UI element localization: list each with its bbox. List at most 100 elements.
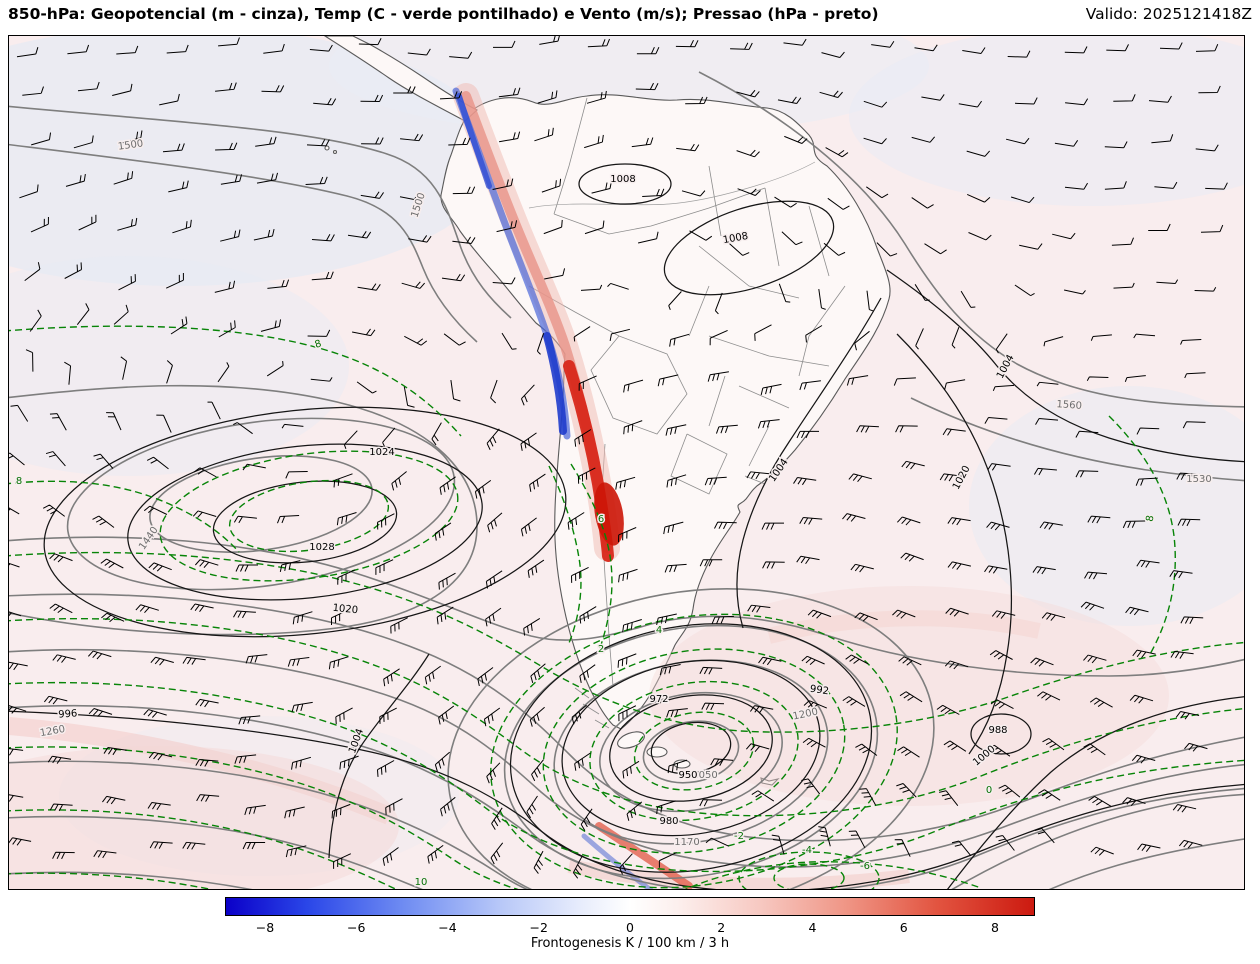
wind-barb <box>1135 477 1158 486</box>
contour-label: 1008 <box>610 174 635 185</box>
wind-barb <box>685 96 708 105</box>
map-frame: 1500 1500 1560 1530 1440 1260 1200 1170 1050 1008… <box>8 35 1245 890</box>
wind-barb <box>305 176 328 185</box>
wind-barb <box>783 38 807 46</box>
wind-barb <box>233 515 257 524</box>
colorbar-tick: 2 <box>717 920 726 935</box>
wind-barb <box>848 473 872 483</box>
wind-barb <box>607 282 629 290</box>
temperature-contour <box>9 617 1244 817</box>
wind-barb <box>799 380 821 391</box>
wind-barb <box>490 379 498 404</box>
wind-barb <box>609 328 631 342</box>
wind-barb <box>45 451 66 467</box>
wind-barb <box>492 178 514 190</box>
temperature-contour <box>1108 415 1176 657</box>
wind-barb <box>1136 559 1160 568</box>
wind-barb <box>333 473 353 488</box>
wind-barb <box>93 850 117 859</box>
wind-barb <box>714 521 737 530</box>
wind-barb <box>361 137 384 145</box>
wind-barb <box>383 668 400 687</box>
wind-barb <box>449 51 473 59</box>
wind-barb <box>49 603 73 614</box>
wind-barb <box>749 705 774 714</box>
wind-barb <box>233 610 256 619</box>
wind-barb <box>292 611 313 625</box>
wind-barb <box>120 356 128 380</box>
wind-barb <box>1125 606 1149 616</box>
wind-barb <box>1178 839 1203 849</box>
wind-barb <box>401 281 426 289</box>
wind-barb <box>1041 612 1066 621</box>
wind-barb <box>1032 566 1056 575</box>
wind-barb <box>951 840 972 857</box>
geopotential-contour <box>503 624 879 880</box>
wind-barb <box>746 471 770 480</box>
wind-barb <box>667 759 688 774</box>
wind-barb <box>235 564 258 572</box>
temperature-contour <box>228 479 390 553</box>
wind-barb <box>256 172 279 184</box>
cold-shading-patch <box>849 36 1244 206</box>
geopotential-contour <box>9 536 1244 677</box>
temperature-contour <box>633 711 755 791</box>
geopotential-contour <box>951 793 1244 889</box>
geopotential-contour <box>447 587 935 889</box>
colorbar-tick: 0 <box>625 920 634 935</box>
wind-barb <box>49 803 73 812</box>
contour-label: 980 <box>659 816 678 827</box>
wind-barb <box>1043 336 1064 347</box>
geopotential-contour <box>9 105 512 319</box>
wind-barb <box>162 143 185 153</box>
wind-barb <box>675 39 699 48</box>
wind-barb <box>962 47 986 54</box>
wind-barb <box>584 220 605 235</box>
wind-barb <box>407 48 431 56</box>
contour-label: 6 <box>598 514 604 525</box>
wind-barb <box>666 708 688 718</box>
wind-barb <box>207 401 221 420</box>
wind-barb <box>574 429 592 447</box>
wind-barb <box>307 329 331 337</box>
wind-barb <box>736 89 760 98</box>
wind-barb <box>65 174 86 187</box>
wind-barb <box>821 51 845 59</box>
wind-barb <box>669 333 690 347</box>
colorbar-tick: 4 <box>808 920 817 935</box>
wind-barb <box>656 613 677 626</box>
wind-barb <box>100 558 124 569</box>
wind-barb <box>642 188 665 197</box>
wind-barb <box>311 233 335 242</box>
wind-barb <box>285 471 308 479</box>
wind-barb <box>924 243 947 255</box>
wind-barb <box>1087 515 1111 524</box>
wind-barb <box>220 229 241 242</box>
wind-barb <box>399 193 424 201</box>
wind-barb <box>623 420 643 435</box>
wind-barb <box>486 428 500 451</box>
wind-barb <box>580 808 593 831</box>
wind-barb <box>9 609 22 619</box>
wind-barb <box>619 853 633 875</box>
contour-label: 1170 <box>674 837 699 848</box>
wind-barb <box>9 503 20 515</box>
wind-barb <box>194 559 219 568</box>
contour-label: 2 <box>598 644 604 655</box>
wind-barb <box>148 562 172 572</box>
contour-label: 4 <box>656 625 662 636</box>
wind-barb <box>745 743 770 752</box>
wind-barb <box>279 560 301 572</box>
wind-barb <box>1063 289 1086 295</box>
wind-barb <box>579 606 597 624</box>
wind-barb <box>958 100 983 108</box>
wind-barb <box>615 476 636 490</box>
wind-barb <box>16 47 39 58</box>
wind-barb <box>984 416 1008 424</box>
wind-barb <box>914 284 930 301</box>
wind-barb <box>936 704 960 715</box>
wind-barb <box>900 552 924 562</box>
wind-barb <box>382 427 396 450</box>
wind-barb <box>379 707 397 724</box>
